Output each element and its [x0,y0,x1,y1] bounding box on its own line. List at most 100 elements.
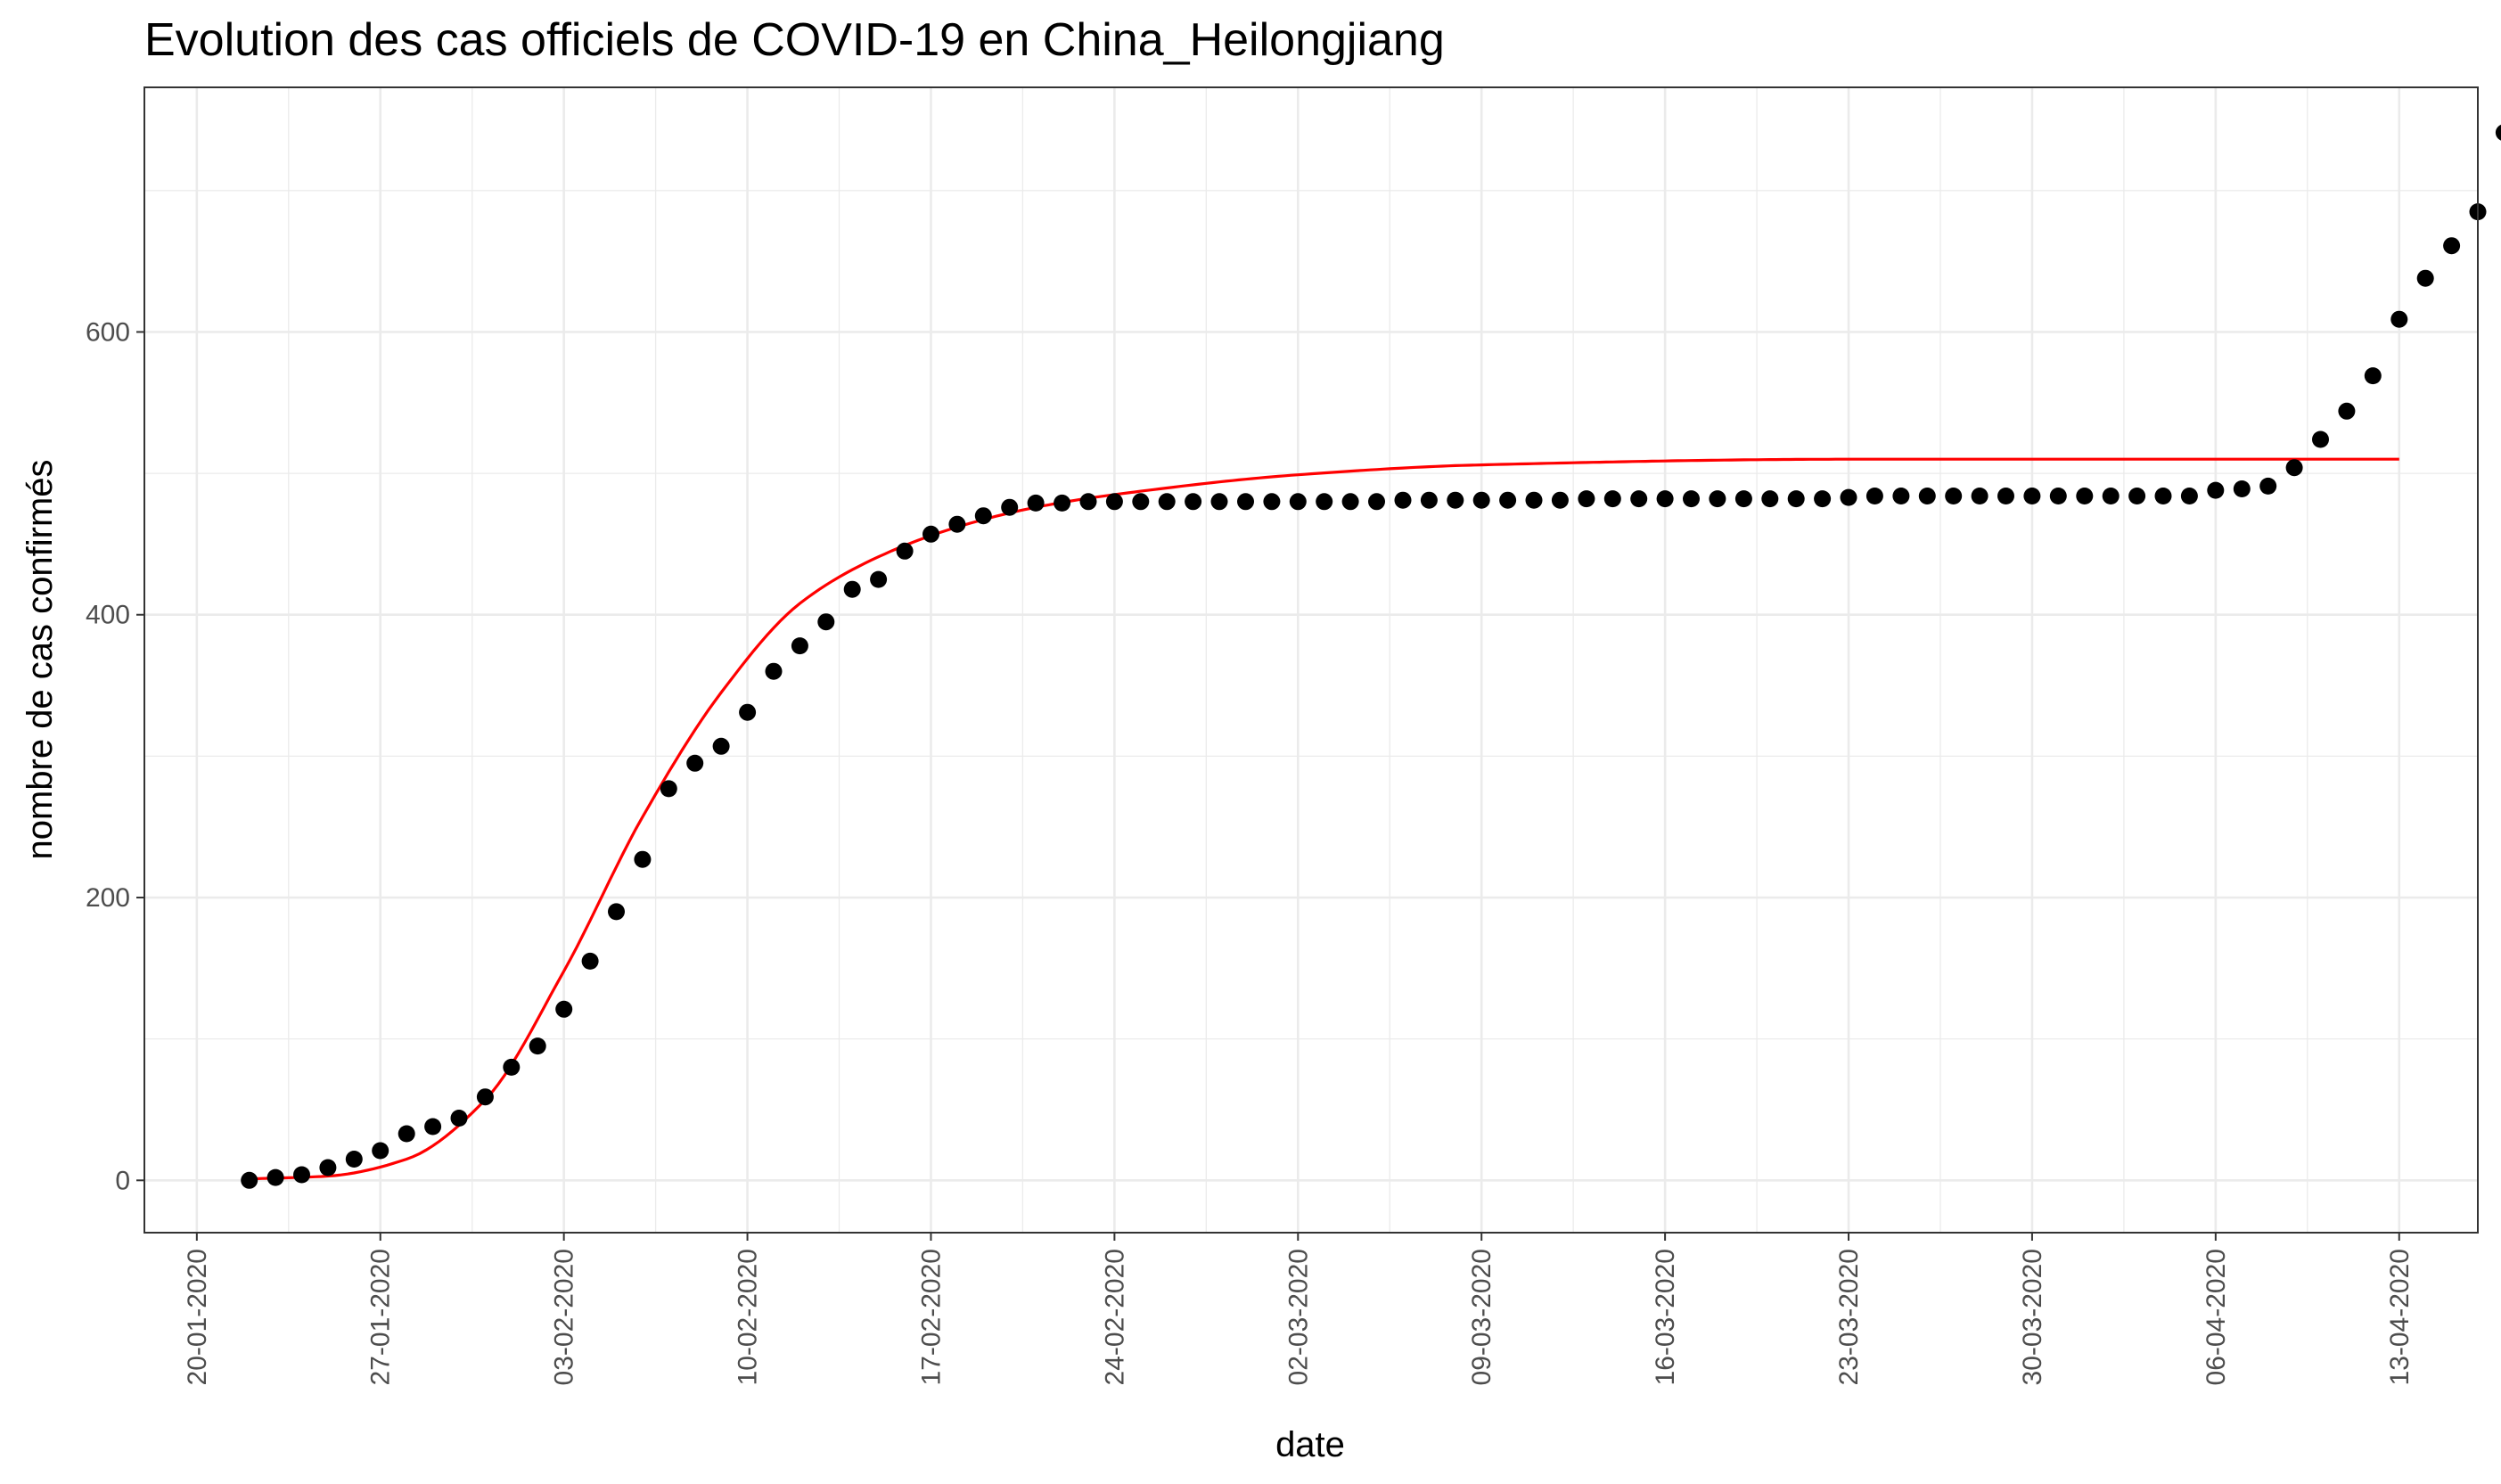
data-point [739,703,757,721]
data-point [2364,367,2382,385]
panel-border [144,86,2479,1234]
data-point [1185,493,1202,511]
data-points [241,124,2501,1189]
data-point [293,1166,310,1184]
y-axis: 0 200 400 600 [86,317,144,1195]
data-point [1499,491,1517,509]
data-point [319,1159,337,1177]
data-point [1158,493,1176,511]
data-point [1997,488,2014,504]
x-tick-label: 09-03-2020 [1467,1249,1496,1385]
data-point [765,662,783,680]
x-tick-label: 27-01-2020 [366,1249,396,1385]
data-point [1447,491,1464,509]
data-point [1840,488,1857,506]
data-point [2416,269,2434,287]
data-point [1603,490,1621,508]
fit-line-group [249,457,2399,1181]
x-tick-label: 30-03-2020 [2018,1249,2047,1385]
data-point [1551,491,1569,509]
data-point [660,780,677,798]
data-point [2207,481,2225,499]
data-point [686,754,704,772]
x-tick-label: 24-02-2020 [1100,1249,1129,1385]
data-point [1420,491,1438,509]
data-point [2285,459,2303,477]
data-point [529,1037,546,1055]
data-point [974,507,992,525]
x-tick-label: 20-01-2020 [183,1249,212,1385]
data-point [1734,490,1752,508]
data-point [843,580,861,598]
data-point [712,737,730,755]
data-point [1289,493,1307,511]
data-point [1001,498,1019,516]
data-point [1761,490,1779,508]
data-point [1971,488,1988,504]
x-tick-label: 02-03-2020 [1283,1249,1313,1385]
data-point [1263,493,1281,511]
data-point [1027,494,1045,512]
data-point [2180,488,2198,504]
data-point [1866,488,1883,504]
data-point [2076,488,2094,504]
data-point [1079,493,1097,511]
data-point [2102,488,2120,504]
data-point [581,952,599,970]
data-point [1892,488,1910,504]
data-point [608,903,625,921]
data-point [1630,490,1648,508]
data-point [2049,488,2067,504]
data-point [1814,490,1832,508]
data-point [2338,402,2356,420]
data-point [2390,310,2408,328]
data-point [2312,430,2329,448]
data-point [1578,490,1595,508]
data-point [2233,480,2251,497]
x-axis-title: date [1275,1425,1345,1464]
data-point [1237,493,1254,511]
data-point [1945,488,1963,504]
x-tick-label: 23-03-2020 [1834,1249,1864,1385]
data-point [1054,494,1071,512]
data-point [345,1151,363,1168]
data-point [476,1088,494,1106]
y-tick-label: 400 [86,601,130,630]
data-point [1656,490,1674,508]
data-point [896,542,914,560]
fit-line [249,457,2399,1181]
data-point [1683,490,1700,508]
data-point [634,850,652,868]
y-axis-title: nombre de cas confirmés [20,459,60,859]
data-point [1132,493,1150,511]
x-tick-label: 10-02-2020 [734,1249,763,1385]
data-point [1525,491,1543,509]
data-point [1210,493,1228,511]
y-tick-label: 0 [115,1166,130,1195]
data-point [1341,493,1359,511]
data-point [1394,491,1412,509]
data-point [372,1142,390,1160]
data-point [2443,237,2461,255]
data-point [870,570,888,588]
data-point [1918,488,1936,504]
x-tick-label: 03-02-2020 [550,1249,579,1385]
data-point [241,1171,258,1189]
grid [144,87,2478,1233]
data-point [2259,477,2277,495]
data-point [817,613,835,631]
data-point [922,525,939,543]
x-tick-label: 16-03-2020 [1651,1249,1680,1385]
x-tick-label: 13-04-2020 [2385,1249,2415,1385]
data-point [1368,493,1385,511]
chart-title: Evolution des cas officiels de COVID-19 … [144,14,1445,66]
data-point [555,1000,573,1018]
data-point [2154,488,2172,504]
y-tick-label: 200 [86,883,130,913]
data-point [948,515,966,533]
data-point [503,1058,521,1076]
x-tick-label: 17-02-2020 [916,1249,946,1385]
x-tick-label: 06-04-2020 [2202,1249,2231,1385]
data-point [2128,488,2146,504]
